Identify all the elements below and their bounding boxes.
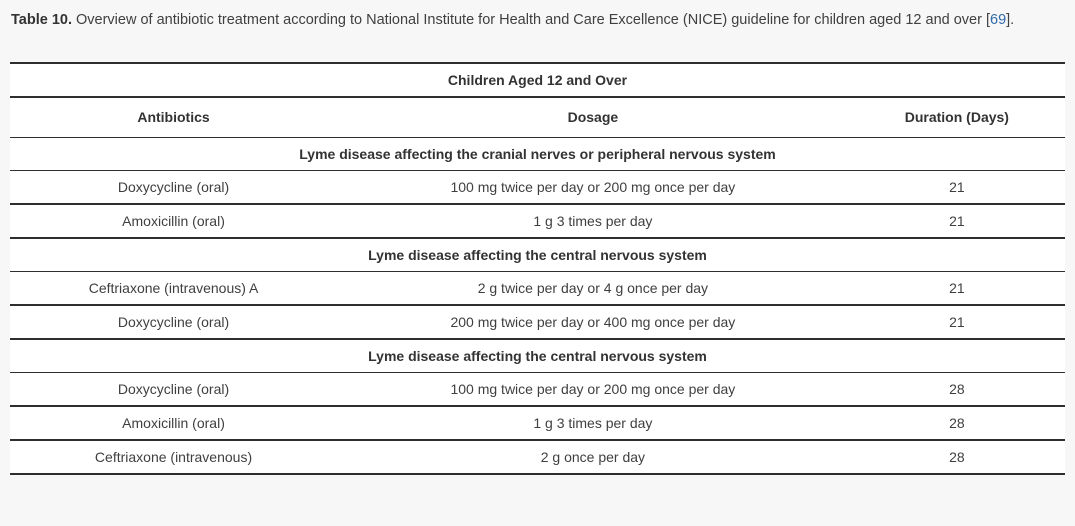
section-header-row: Lyme disease affecting the cranial nerve… bbox=[10, 137, 1065, 171]
dosage-cell: 1 g 3 times per day bbox=[337, 204, 849, 239]
column-header-row: Antibiotics Dosage Duration (Days) bbox=[10, 97, 1065, 138]
dosage-cell: 100 mg twice per day or 200 mg once per … bbox=[337, 170, 849, 205]
antibiotic-cell: Doxycycline (oral) bbox=[10, 170, 338, 205]
duration-cell: 28 bbox=[848, 440, 1065, 475]
table-title-row: Children Aged 12 and Over bbox=[10, 63, 1065, 98]
section-header-row: Lyme disease affecting the central nervo… bbox=[10, 238, 1065, 272]
citation-link[interactable]: 69 bbox=[990, 12, 1007, 28]
antibiotic-cell: Amoxicillin (oral) bbox=[10, 406, 338, 441]
citation-bracket-open: [ bbox=[985, 12, 990, 28]
antibiotic-cell: Amoxicillin (oral) bbox=[10, 204, 338, 239]
table-row: Amoxicillin (oral) 1 g 3 times per day 2… bbox=[10, 406, 1065, 441]
article-page: Table 10. Overview of antibiotic treatme… bbox=[0, 0, 1075, 475]
section-header-label: Lyme disease affecting the cranial nerve… bbox=[10, 137, 1065, 171]
duration-cell: 28 bbox=[848, 372, 1065, 407]
antibiotic-cell: Ceftriaxone (intravenous) A bbox=[10, 271, 338, 306]
dosage-cell: 1 g 3 times per day bbox=[337, 406, 849, 441]
column-header-duration: Duration (Days) bbox=[848, 97, 1065, 138]
table-row: Doxycycline (oral) 200 mg twice per day … bbox=[10, 305, 1065, 340]
section-header-label: Lyme disease affecting the central nervo… bbox=[10, 238, 1065, 272]
table-row: Ceftriaxone (intravenous) 2 g once per d… bbox=[10, 440, 1065, 475]
antibiotic-cell: Doxycycline (oral) bbox=[10, 372, 338, 407]
table-caption-text: Overview of antibiotic treatment accordi… bbox=[71, 12, 986, 28]
duration-cell: 21 bbox=[848, 305, 1065, 340]
table-row: Amoxicillin (oral) 1 g 3 times per day 2… bbox=[10, 204, 1065, 239]
dosage-cell: 2 g once per day bbox=[337, 440, 849, 475]
dosage-cell: 200 mg twice per day or 400 mg once per … bbox=[337, 305, 849, 340]
dosage-cell: 100 mg twice per day or 200 mg once per … bbox=[337, 372, 849, 407]
table-row: Ceftriaxone (intravenous) A 2 g twice pe… bbox=[10, 271, 1065, 306]
dosage-cell: 2 g twice per day or 4 g once per day bbox=[337, 271, 849, 306]
table-caption: Table 10. Overview of antibiotic treatme… bbox=[0, 0, 1075, 31]
table-row: Doxycycline (oral) 100 mg twice per day … bbox=[10, 372, 1065, 407]
table-caption-label: Table 10. bbox=[11, 12, 72, 28]
antibiotic-treatment-table: Children Aged 12 and Over Antibiotics Do… bbox=[10, 62, 1065, 475]
citation-bracket-close: ]. bbox=[1006, 12, 1015, 28]
antibiotic-cell: Doxycycline (oral) bbox=[10, 305, 338, 340]
duration-cell: 28 bbox=[848, 406, 1065, 441]
section-header-row: Lyme disease affecting the central nervo… bbox=[10, 339, 1065, 373]
table-row: Doxycycline (oral) 100 mg twice per day … bbox=[10, 170, 1065, 205]
column-header-dosage: Dosage bbox=[337, 97, 849, 138]
duration-cell: 21 bbox=[848, 204, 1065, 239]
section-header-label: Lyme disease affecting the central nervo… bbox=[10, 339, 1065, 373]
duration-cell: 21 bbox=[848, 170, 1065, 205]
duration-cell: 21 bbox=[848, 271, 1065, 306]
table-group-title: Children Aged 12 and Over bbox=[10, 63, 1065, 98]
column-header-antibiotics: Antibiotics bbox=[10, 97, 338, 138]
antibiotic-cell: Ceftriaxone (intravenous) bbox=[10, 440, 338, 475]
